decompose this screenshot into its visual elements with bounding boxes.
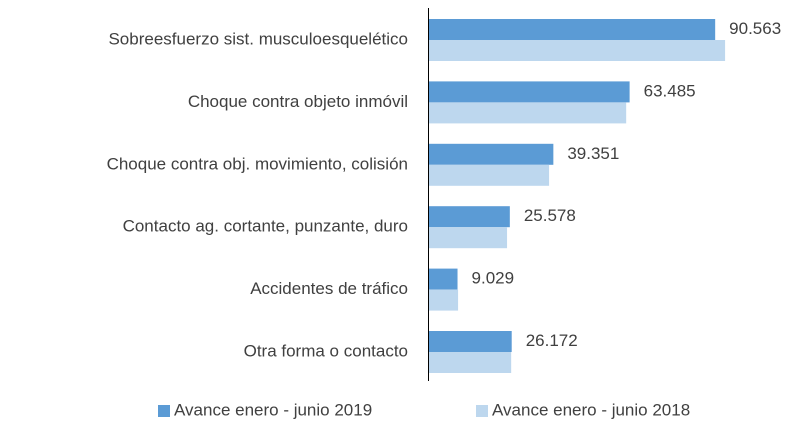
legend-swatch [158,405,170,417]
bar [429,289,459,311]
bar [429,227,508,249]
y-tick-label: Choque contra obj. movimiento, colisión [107,154,408,173]
y-tick-label: Accidentes de tráfico [250,279,408,298]
legend-label: Avance enero - junio 2018 [492,400,690,419]
bar [429,81,630,103]
y-tick-label: Otra forma o contacto [244,341,408,360]
y-tick-label: Sobreesfuerzo sist. musculoesquelético [108,29,408,48]
bar [429,206,510,228]
legend-label: Avance enero - junio 2019 [174,400,372,419]
bar [429,352,512,373]
bar [429,19,716,40]
data-label: 26.172 [526,331,578,350]
data-label: 9.029 [472,269,515,288]
bar [429,40,726,61]
data-label: 39.351 [567,144,619,163]
bar [429,143,554,165]
y-tick-label: Choque contra objeto inmóvil [188,92,408,111]
bar [429,102,627,124]
bar [429,164,550,186]
data-label: 25.578 [524,206,576,225]
y-tick-label: Contacto ag. cortante, punzante, duro [123,217,408,236]
data-label: 90.563 [729,19,781,38]
bar [429,268,458,290]
bar [429,331,512,352]
legend-swatch [476,405,488,417]
data-label: 63.485 [644,81,696,100]
